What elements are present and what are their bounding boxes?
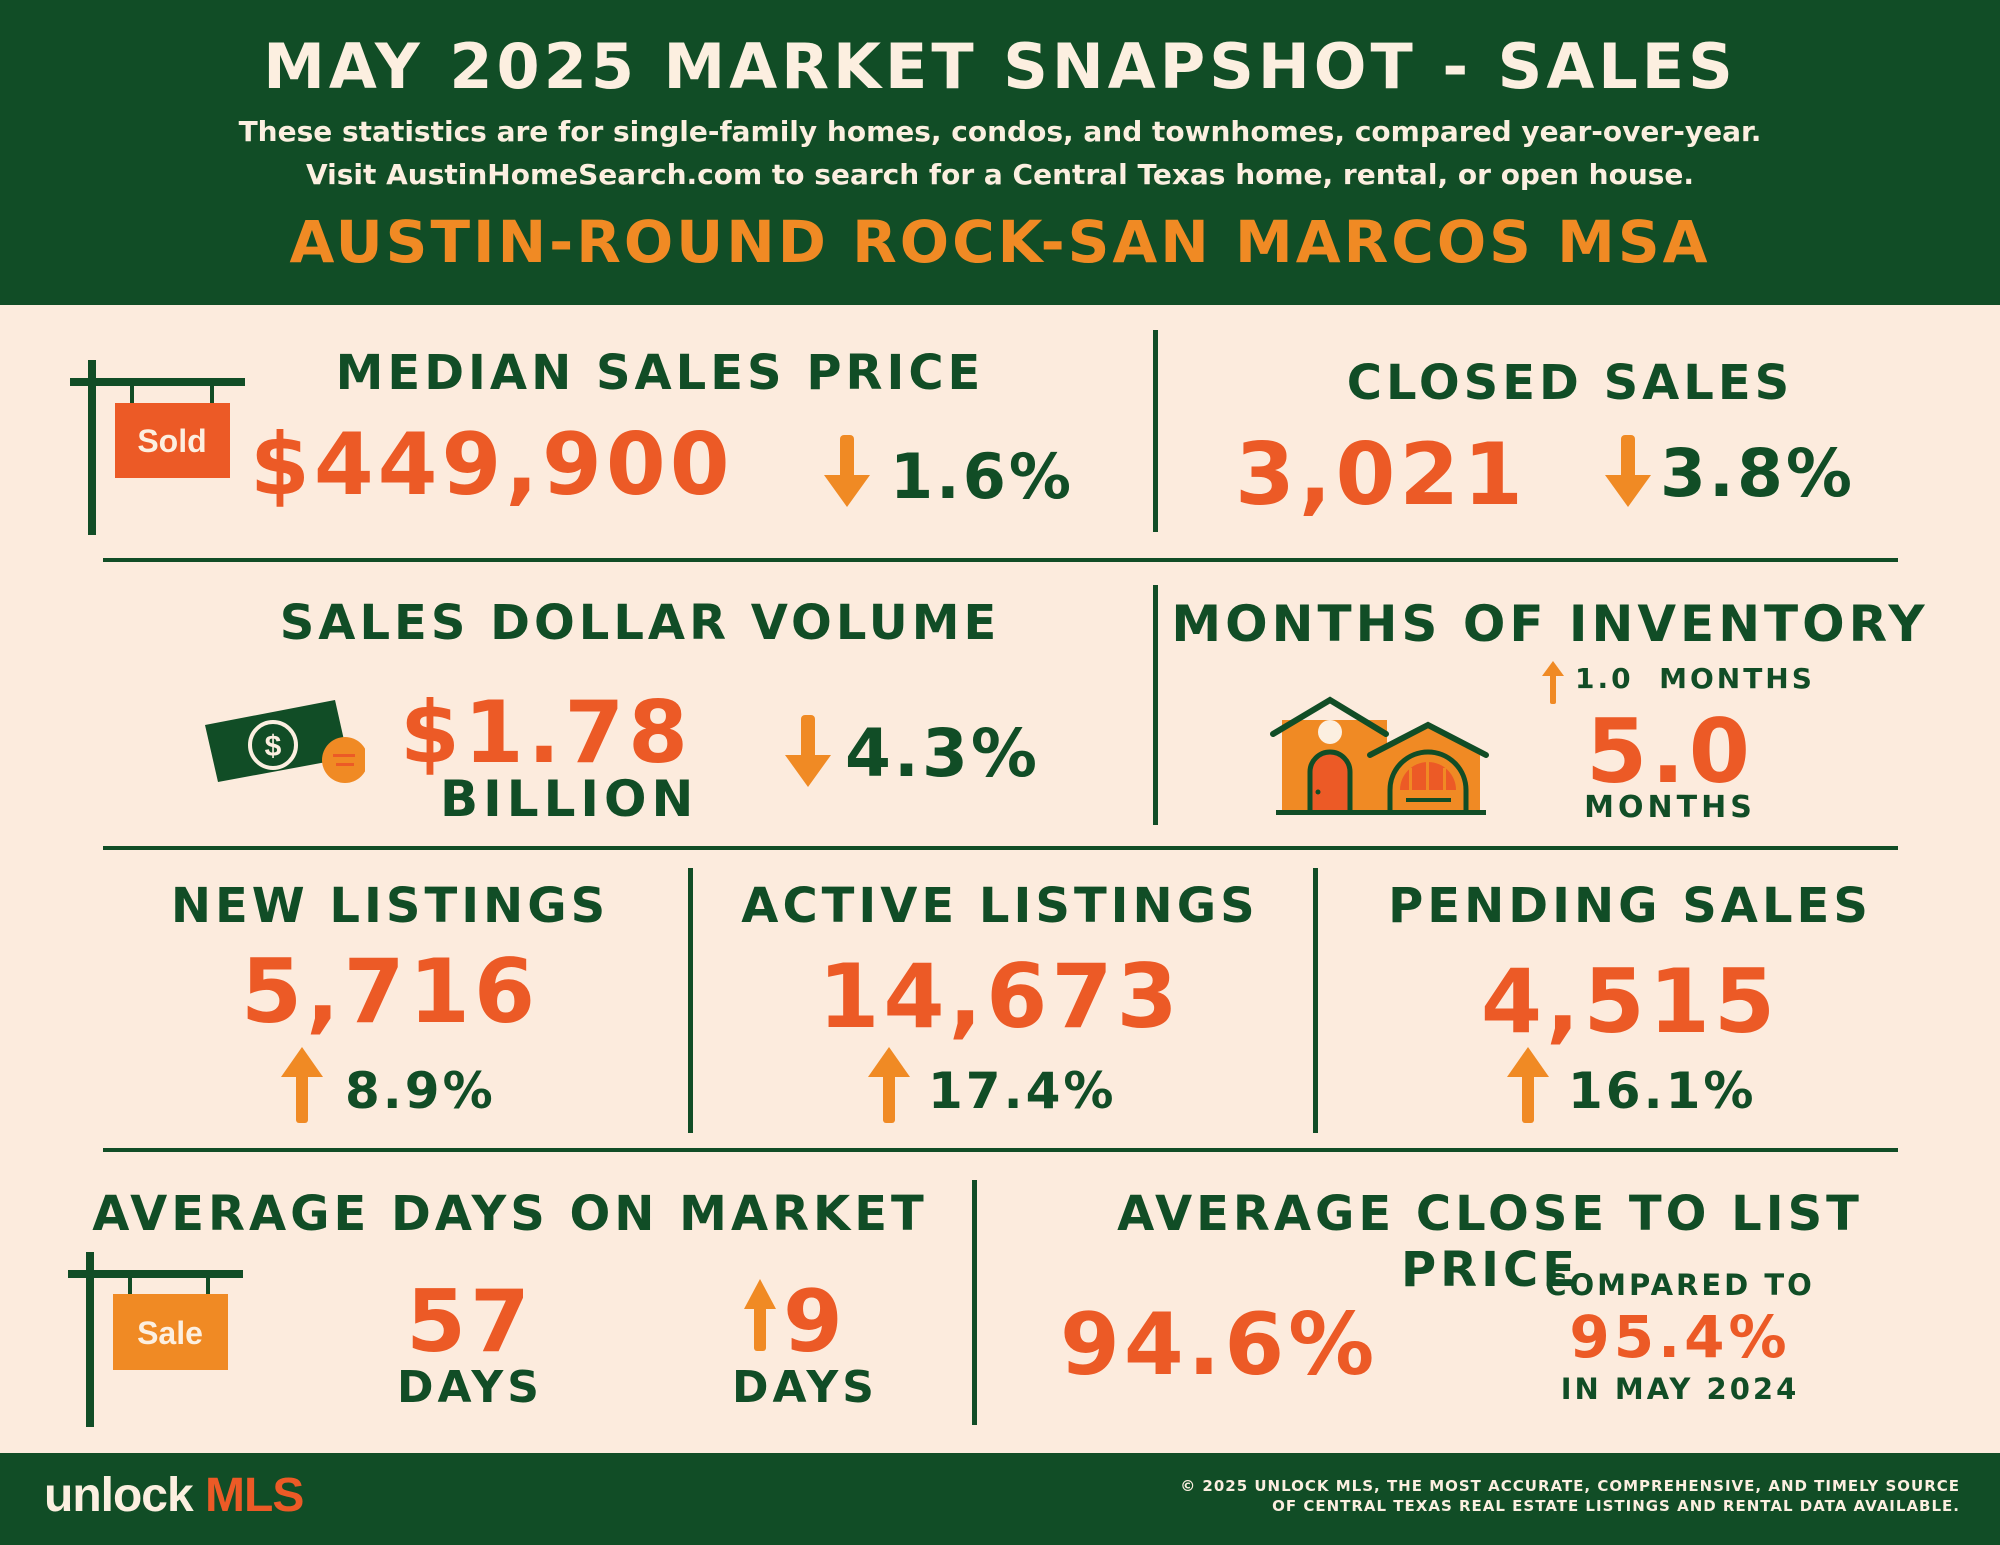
avg-close-to-list-label: AVERAGE CLOSE TO LIST PRICE: [1117, 1186, 1863, 1298]
median-sales-price-label: MEDIAN SALES PRICE: [335, 345, 985, 401]
divider-vertical: [688, 868, 693, 1133]
new-listings-label: NEW LISTINGS: [170, 878, 610, 934]
down-arrow-icon: [822, 435, 872, 510]
months-change-value: 1.0: [1575, 662, 1634, 695]
sales-dollar-volume-change: 4.3%: [845, 715, 1041, 792]
divider-vertical: [1153, 585, 1158, 825]
avg-close-to-list-value: 94.6%: [1060, 1295, 1379, 1395]
active-listings-change: 17.4%: [928, 1062, 1117, 1120]
avg-days-change: 9: [783, 1272, 847, 1372]
divider-vertical: [1153, 330, 1158, 532]
months-of-inventory-label: MONTHS OF INVENTORY: [1171, 595, 1929, 653]
sale-sign-icon: Sale: [68, 1252, 248, 1427]
up-arrow-icon: [742, 1277, 778, 1353]
divider-vertical: [972, 1180, 977, 1425]
up-arrow-icon: [1540, 660, 1566, 704]
active-listings-label: ACTIVE LISTINGS: [741, 878, 1259, 934]
compare-period: IN MAY 2024: [1560, 1372, 1800, 1406]
avg-days-on-market-unit: DAYS: [397, 1362, 543, 1413]
sales-dollar-volume-label: SALES DOLLAR VOLUME: [279, 595, 1001, 651]
new-listings-change: 8.9%: [345, 1062, 496, 1120]
copyright-line-2: OF CENTRAL TEXAS REAL ESTATE LISTINGS AN…: [1272, 1497, 1960, 1515]
divider-horizontal: [103, 846, 1898, 850]
up-arrow-icon: [277, 1045, 327, 1123]
months-of-inventory-unit: MONTHS: [1584, 790, 1756, 825]
compare-label: COMPARED TO: [1545, 1268, 1815, 1302]
svg-text:Sold: Sold: [137, 423, 206, 459]
up-arrow-icon: [864, 1045, 914, 1123]
down-arrow-icon: [783, 715, 833, 790]
money-bill-icon: $: [200, 690, 365, 790]
avg-days-change-unit: DAYS: [732, 1362, 878, 1413]
subtitle-line-1: These statistics are for single-family h…: [238, 115, 1762, 148]
logo-mls: MLS: [205, 1469, 304, 1522]
sales-dollar-volume-unit: BILLION: [440, 770, 699, 828]
logo-unlock: unlock: [44, 1469, 194, 1522]
svg-text:$: $: [265, 730, 282, 763]
months-of-inventory-value: 5.0: [1586, 700, 1754, 803]
house-icon: [1268, 692, 1493, 817]
closed-sales-label: CLOSED SALES: [1346, 355, 1794, 411]
new-listings-value: 5,716: [240, 940, 540, 1043]
avg-days-on-market-label: AVERAGE DAYS ON MARKET: [92, 1186, 928, 1242]
months-change-unit: MONTHS: [1659, 662, 1815, 695]
months-of-inventory-change: 1.0 MONTHS: [1575, 662, 1815, 695]
compare-value: 95.4%: [1569, 1303, 1791, 1371]
divider-horizontal: [103, 558, 1898, 562]
median-sales-price-change: 1.6%: [890, 440, 1074, 513]
up-arrow-icon: [1503, 1045, 1553, 1123]
page-title: MAY 2025 MARKET SNAPSHOT - SALES: [263, 30, 1737, 103]
sales-dollar-volume-value: $1.78: [400, 683, 693, 783]
svg-text:Sale: Sale: [137, 1315, 203, 1351]
unlock-mls-logo: unlock MLS: [44, 1468, 304, 1523]
divider-vertical: [1313, 868, 1318, 1133]
avg-days-on-market-value: 57: [406, 1272, 534, 1372]
region-title: AUSTIN-ROUND ROCK-SAN MARCOS MSA: [289, 208, 1711, 276]
copyright-notice: © 2025 UNLOCK MLS, THE MOST ACCURATE, CO…: [1060, 1476, 1960, 1516]
active-listings-value: 14,673: [818, 945, 1182, 1048]
closed-sales-value: 3,021: [1235, 425, 1528, 525]
down-arrow-icon: [1603, 435, 1653, 510]
median-sales-price-value: $449,900: [250, 415, 734, 515]
sold-sign-icon: Sold: [70, 360, 250, 535]
pending-sales-value: 4,515: [1480, 950, 1780, 1053]
header-banner: [0, 0, 2000, 305]
footer: [0, 1453, 2000, 1545]
divider-horizontal: [103, 1148, 1898, 1152]
pending-sales-change: 16.1%: [1568, 1062, 1757, 1120]
closed-sales-change: 3.8%: [1660, 435, 1856, 512]
copyright-line-1: © 2025 UNLOCK MLS, THE MOST ACCURATE, CO…: [1180, 1477, 1960, 1495]
pending-sales-label: PENDING SALES: [1388, 878, 1872, 934]
subtitle-line-2: Visit AustinHomeSearch.com to search for…: [305, 158, 1695, 191]
